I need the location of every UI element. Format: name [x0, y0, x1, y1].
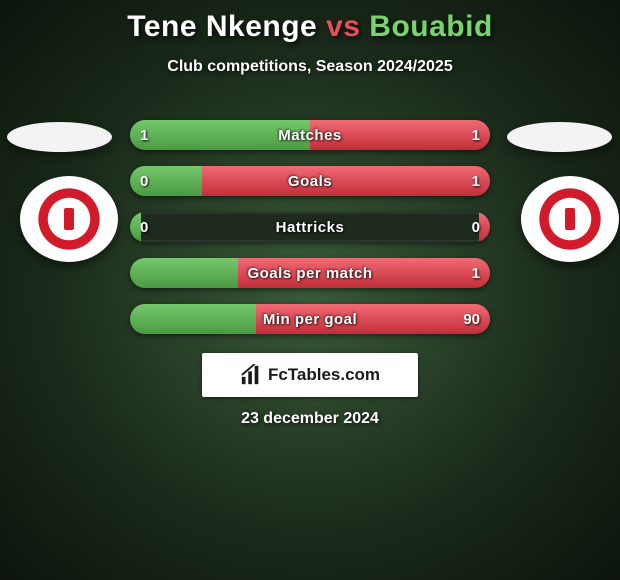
- stat-row: Goals per match 1: [130, 258, 490, 288]
- title-player1: Tene Nkenge: [127, 10, 317, 43]
- player1-club-badge: [20, 176, 118, 262]
- stat-row: Goals 0 1: [130, 166, 490, 196]
- stat-label: Matches: [278, 127, 342, 144]
- stat-label: Min per goal: [263, 311, 357, 328]
- club-crest-icon: [531, 184, 609, 254]
- bar-chart-icon: [240, 364, 262, 386]
- stat-value-player1: 0: [140, 212, 184, 242]
- infographic-root: Tene Nkenge vs Bouabid Club competitions…: [0, 0, 620, 580]
- stat-value-player2: 0: [436, 212, 480, 242]
- title-player2: Bouabid: [369, 10, 493, 43]
- stat-row: Hattricks 0 0: [130, 212, 490, 242]
- stat-row: Min per goal 90: [130, 304, 490, 334]
- stats-bars: Matches 1 1 Goals 0 1 Hattricks 0 0 Goals per mat…: [130, 120, 490, 350]
- title-vs: vs: [326, 10, 360, 43]
- stat-label: Goals: [288, 173, 332, 190]
- player1-photo-placeholder: [7, 122, 112, 152]
- stat-value-player2: 1: [436, 258, 480, 288]
- brand-box: FcTables.com: [202, 353, 418, 397]
- stat-row: Matches 1 1: [130, 120, 490, 150]
- stat-value-player1: 0: [140, 166, 184, 196]
- stat-value-player1: 1: [140, 120, 184, 150]
- stat-value-player1: [140, 258, 184, 288]
- stat-value-player2: 1: [436, 120, 480, 150]
- page-title: Tene Nkenge vs Bouabid: [0, 0, 620, 44]
- stat-value-player1: [140, 304, 184, 334]
- player2-club-badge: [521, 176, 619, 262]
- club-crest-icon: [30, 184, 108, 254]
- subtitle: Club competitions, Season 2024/2025: [0, 58, 620, 76]
- date-text: 23 december 2024: [0, 410, 620, 428]
- stat-value-player2: 1: [436, 166, 480, 196]
- stat-value-player2: 90: [436, 304, 480, 334]
- stat-label: Goals per match: [247, 265, 372, 282]
- brand-text: FcTables.com: [268, 365, 380, 385]
- stat-label: Hattricks: [276, 219, 345, 236]
- player2-photo-placeholder: [507, 122, 612, 152]
